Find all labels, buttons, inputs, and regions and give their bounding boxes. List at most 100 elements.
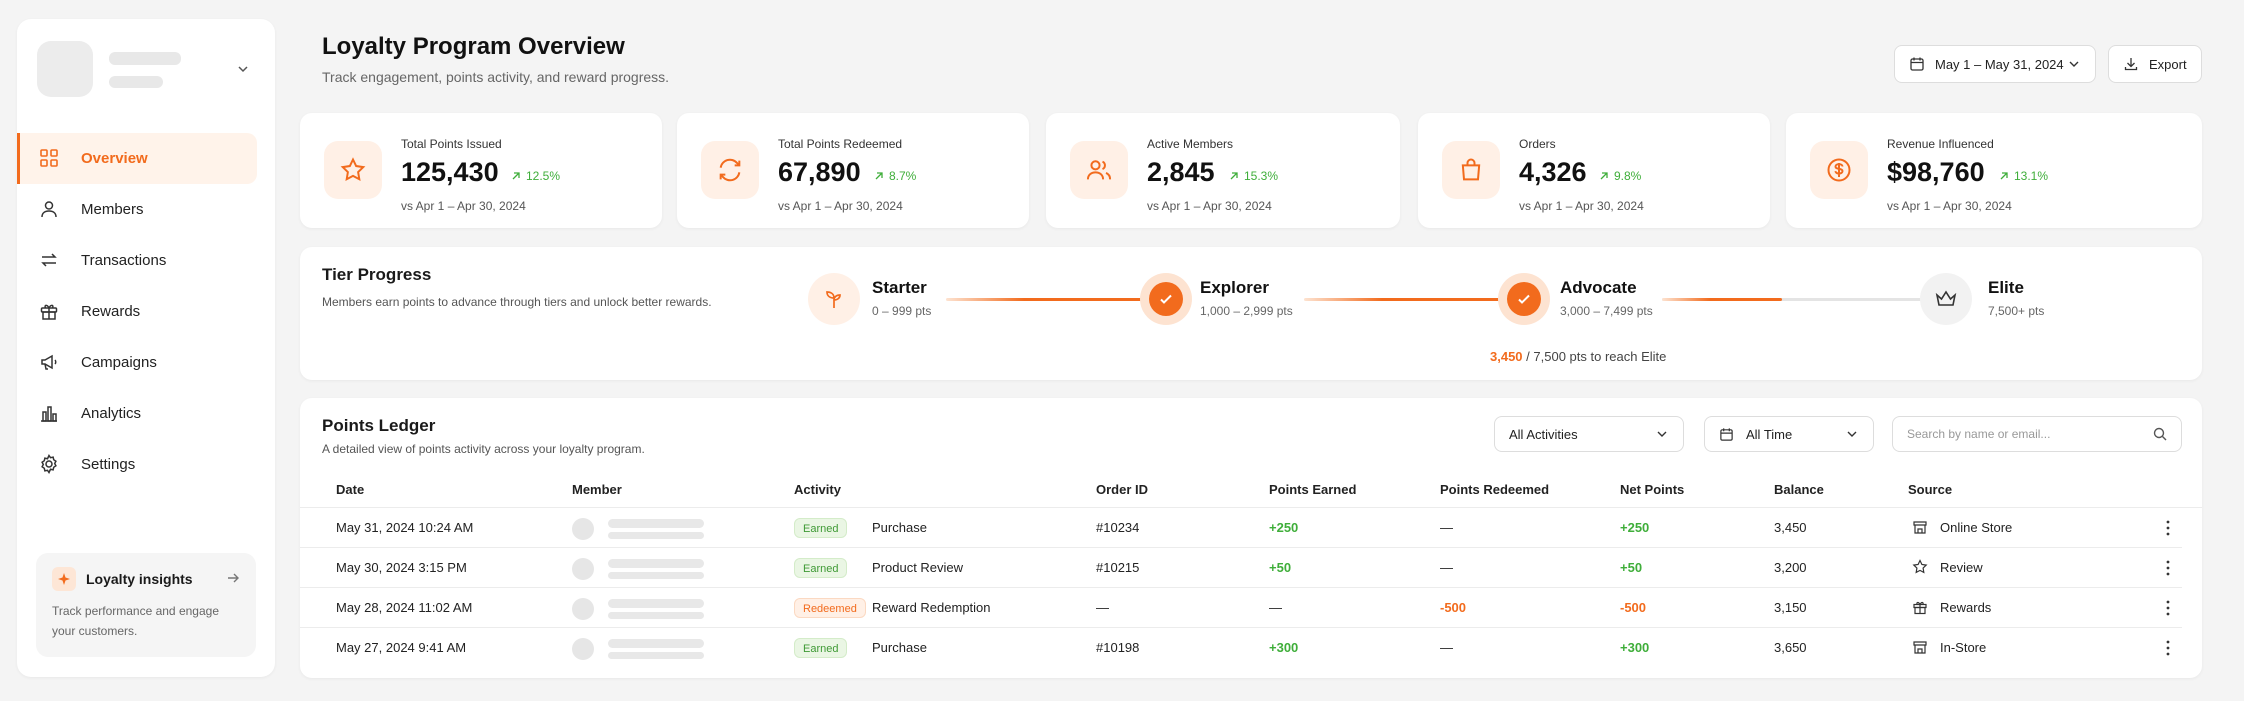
stat-change: 13.1%: [1998, 169, 2048, 183]
row-order-id[interactable]: #10198: [1096, 640, 1140, 655]
column-header-points-earned[interactable]: Points Earned: [1269, 482, 1357, 497]
table-header-divider: [300, 507, 2202, 508]
tier-progress-fill: [1662, 298, 1782, 301]
tier-name: Elite: [1988, 278, 2024, 297]
sidebar-item-analytics[interactable]: Analytics: [17, 388, 275, 439]
tier-progress-title: Tier Progress: [322, 265, 432, 284]
stat-card-points-redeemed: Total Points Redeemed 67,890 8.7% vs Apr…: [677, 113, 1029, 228]
star-icon: [324, 141, 382, 199]
loyalty-insights-card[interactable]: Loyalty insights Track performance and e…: [36, 553, 256, 657]
member-name-placeholder: [608, 519, 704, 528]
stat-value: $98,760: [1887, 157, 1985, 187]
row-date: May 27, 2024 9:41 AM: [336, 640, 467, 655]
column-header-date[interactable]: Date: [336, 482, 365, 497]
insights-title: Loyalty insights: [86, 571, 193, 587]
tier-range: 7,500+ pts: [1988, 304, 2045, 318]
member-email-placeholder: [608, 532, 704, 539]
chevron-down-icon: [1657, 431, 1667, 437]
more-options-icon[interactable]: [2160, 519, 2176, 537]
column-header-source[interactable]: Source: [1908, 482, 1953, 497]
member-avatar: [572, 558, 594, 580]
row-order-id[interactable]: #10234: [1096, 520, 1140, 535]
store-icon: [1913, 521, 1927, 534]
row-balance: 3,150: [1774, 600, 1807, 615]
stat-label: Total Points Redeemed: [778, 137, 903, 151]
row-activity: Reward Redemption: [872, 600, 991, 615]
tier-connector-current: [1662, 298, 1922, 301]
grid-icon: [39, 148, 61, 170]
activity-filter-select[interactable]: All Activities: [1494, 416, 1684, 452]
arrow-up-right-icon: [1230, 172, 1238, 180]
sidebar-item-label: Analytics: [81, 405, 142, 422]
search-box: [1892, 416, 2182, 452]
stat-card-active-members: Active Members 2,845 15.3% vs Apr 1 – Ap…: [1046, 113, 1400, 228]
stat-value: 4,326: [1519, 157, 1587, 187]
chevron-down-icon: [2069, 61, 2079, 67]
column-header-net-points[interactable]: Net Points: [1620, 482, 1685, 497]
sidebar-item-rewards[interactable]: Rewards: [17, 286, 275, 337]
workspace-subtitle-placeholder: [109, 76, 163, 88]
sidebar-item-campaigns[interactable]: Campaigns: [17, 337, 275, 388]
row-activity: Purchase: [872, 520, 927, 535]
tier-range: 3,000 – 7,499 pts: [1560, 304, 1653, 318]
table-row[interactable]: May 30, 2024 3:15 PM Earned Product Revi…: [300, 548, 2182, 588]
sidebar-item-label: Overview: [81, 150, 148, 167]
stat-label: Orders: [1519, 137, 1556, 151]
check-icon: [1518, 294, 1530, 304]
tier-name: Starter: [872, 278, 927, 297]
column-header-balance[interactable]: Balance: [1774, 482, 1824, 497]
arrow-up-right-icon: [2000, 172, 2008, 180]
search-icon[interactable]: [2153, 427, 2167, 441]
column-header-points-redeemed[interactable]: Points Redeemed: [1440, 482, 1550, 497]
points-ledger-card: Points Ledger A detailed view of points …: [300, 398, 2202, 678]
table-row[interactable]: May 28, 2024 11:02 AM Redeemed Reward Re…: [300, 588, 2182, 628]
search-input[interactable]: [1907, 427, 2147, 441]
workspace-avatar[interactable]: [37, 41, 93, 97]
time-filter-select[interactable]: All Time: [1704, 416, 1874, 452]
arrow-right-icon[interactable]: [226, 571, 240, 585]
arrow-up-right-icon: [875, 172, 883, 180]
row-order-id[interactable]: #10215: [1096, 560, 1140, 575]
more-options-icon[interactable]: [2160, 559, 2176, 577]
date-range-button[interactable]: May 1 – May 31, 2024: [1894, 45, 2096, 83]
table-row[interactable]: May 27, 2024 9:41 AM Earned Purchase #10…: [300, 628, 2182, 668]
stat-change: 12.5%: [510, 169, 560, 183]
stat-change: 8.7%: [873, 169, 916, 183]
sidebar-item-label: Campaigns: [81, 354, 157, 371]
row-order-id: —: [1096, 600, 1109, 615]
stat-label: Revenue Influenced: [1887, 137, 1994, 151]
sidebar-item-overview[interactable]: Overview: [17, 133, 257, 184]
date-range-label: May 1 – May 31, 2024: [1935, 56, 2064, 72]
sparkle-icon: [52, 567, 76, 591]
column-header-member[interactable]: Member: [572, 482, 622, 497]
stat-card-revenue-influenced: Revenue Influenced $98,760 13.1% vs Apr …: [1786, 113, 2202, 228]
tier-name: Explorer: [1200, 278, 1269, 297]
column-header-order-id[interactable]: Order ID: [1096, 482, 1149, 497]
member-avatar: [572, 518, 594, 540]
sidebar-item-members[interactable]: Members: [17, 184, 275, 235]
row-date: May 28, 2024 11:02 AM: [336, 600, 473, 615]
stat-value: 2,845: [1147, 157, 1215, 187]
export-button[interactable]: Export: [2108, 45, 2202, 83]
row-points-redeemed: -500: [1440, 600, 1467, 615]
megaphone-icon: [39, 352, 61, 374]
stat-value: 125,430: [401, 157, 499, 187]
chevron-down-icon[interactable]: [235, 61, 251, 77]
download-icon: [2124, 58, 2138, 71]
column-header-activity[interactable]: Activity: [794, 482, 841, 497]
row-balance: 3,200: [1774, 560, 1807, 575]
dollar-icon: [1810, 141, 1868, 199]
table-row[interactable]: May 31, 2024 10:24 AM Earned Purchase #1…: [300, 508, 2182, 548]
row-source: Rewards: [1940, 600, 1992, 615]
more-options-icon[interactable]: [2160, 599, 2176, 617]
sidebar: Overview Members Transactions Rewards Ca…: [17, 19, 275, 677]
more-options-icon[interactable]: [2160, 639, 2176, 657]
sidebar-item-settings[interactable]: Settings: [17, 439, 275, 490]
user-icon: [39, 199, 61, 221]
activity-badge: Earned: [794, 518, 848, 538]
workspace-name-placeholder: [109, 52, 181, 65]
member-avatar: [572, 598, 594, 620]
sidebar-item-transactions[interactable]: Transactions: [17, 235, 275, 286]
row-balance: 3,650: [1774, 640, 1807, 655]
tier-node-elite: [1920, 273, 1972, 325]
